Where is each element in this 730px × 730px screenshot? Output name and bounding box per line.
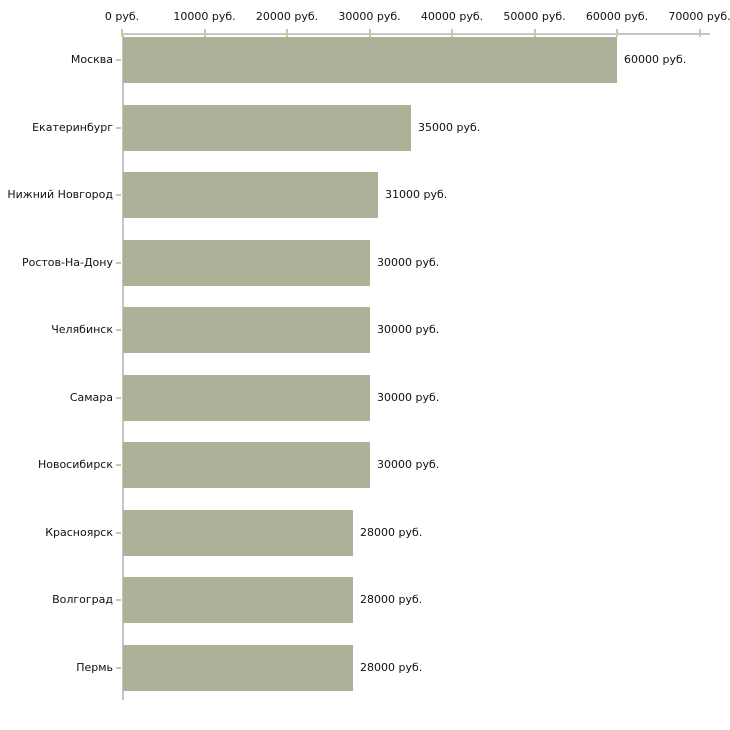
bar bbox=[123, 37, 617, 83]
category-label: Волгоград bbox=[52, 593, 113, 607]
value-label: 30000 руб. bbox=[377, 390, 440, 404]
category-label: Пермь bbox=[76, 660, 113, 674]
value-label: 30000 руб. bbox=[377, 458, 440, 472]
category-label: Москва bbox=[70, 53, 113, 66]
x-axis-tick-mark bbox=[121, 29, 123, 37]
x-axis-tick-label: 20000 руб. bbox=[255, 10, 319, 23]
x-axis-tick-mark bbox=[286, 29, 288, 37]
x-axis-tick-label: 40000 руб. bbox=[420, 10, 484, 23]
value-label: 60000 руб. bbox=[624, 53, 687, 66]
x-axis-tick-label: 50000 руб. bbox=[503, 10, 566, 23]
category-label: Самара bbox=[69, 390, 113, 404]
x-axis-tick-mark bbox=[533, 29, 536, 37]
x-axis-line bbox=[122, 33, 710, 35]
category-tick-mark bbox=[116, 126, 121, 129]
x-axis-tick-label: 60000 руб. bbox=[585, 10, 649, 23]
category-tick-mark bbox=[116, 194, 121, 197]
category-tick-mark bbox=[116, 599, 121, 602]
bar bbox=[123, 239, 370, 286]
category-tick-mark bbox=[116, 329, 121, 332]
value-label: 35000 руб. bbox=[418, 120, 481, 134]
value-label: 28000 руб. bbox=[360, 660, 423, 674]
value-label: 31000 руб. bbox=[385, 188, 448, 202]
y-axis-line bbox=[122, 33, 124, 700]
category-tick-mark bbox=[116, 464, 121, 467]
category-label: Челябинск bbox=[51, 323, 113, 337]
bar bbox=[123, 104, 411, 151]
x-axis-tick-label: 30000 руб. bbox=[338, 10, 401, 23]
value-label: 28000 руб. bbox=[360, 525, 423, 539]
category-label: Нижний Новгород bbox=[7, 188, 113, 202]
x-axis-tick-mark bbox=[616, 29, 618, 37]
x-axis-tick-label: 70000 руб. bbox=[668, 10, 730, 23]
category-tick-mark bbox=[116, 666, 121, 669]
category-tick-mark bbox=[116, 396, 121, 399]
value-label: 30000 руб. bbox=[377, 323, 440, 337]
bar bbox=[123, 307, 370, 354]
value-label: 28000 руб. bbox=[360, 593, 423, 607]
bar bbox=[123, 442, 370, 489]
category-label: Новосибирск bbox=[37, 458, 113, 472]
bar bbox=[123, 172, 378, 219]
category-tick-mark bbox=[116, 59, 121, 61]
category-tick-mark bbox=[116, 261, 121, 264]
value-label: 30000 руб. bbox=[377, 255, 440, 269]
category-label: Ростов-На-Дону bbox=[21, 255, 113, 269]
x-axis-tick-mark bbox=[368, 29, 371, 37]
category-label: Екатеринбург bbox=[32, 120, 113, 134]
category-tick-mark bbox=[116, 531, 121, 534]
x-axis-tick-mark bbox=[698, 29, 701, 37]
x-axis-tick-label: 0 руб. bbox=[104, 10, 140, 23]
x-axis-tick-label: 10000 руб. bbox=[173, 10, 236, 23]
category-label: Красноярск bbox=[45, 525, 113, 539]
bar bbox=[123, 509, 353, 556]
x-axis-tick-mark bbox=[203, 29, 206, 37]
bar bbox=[123, 374, 370, 421]
bar bbox=[123, 577, 353, 624]
x-axis-tick-mark bbox=[451, 29, 453, 37]
bar bbox=[123, 644, 353, 691]
